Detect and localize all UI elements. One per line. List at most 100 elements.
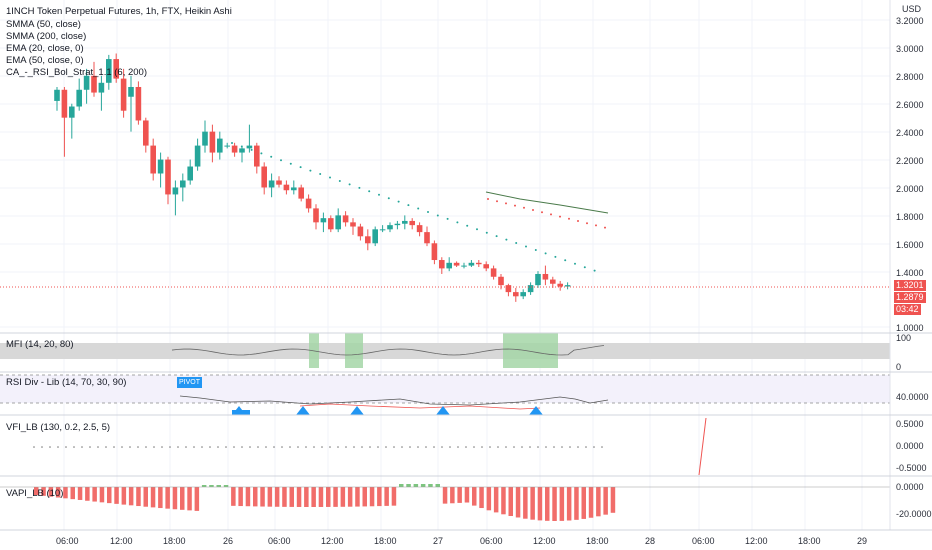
vapi-bar (114, 487, 119, 504)
price-tick: 1.0000 (896, 323, 924, 333)
candle-body (439, 260, 445, 269)
vapi-bar (216, 485, 221, 487)
vfi-dot (105, 446, 107, 448)
vfi-dot (369, 446, 371, 448)
vfi-dot (577, 446, 579, 448)
smma-dot (532, 209, 534, 211)
vapi-bar (107, 487, 112, 504)
rsi-legend[interactable]: RSI Div - Lib (14, 70, 30, 90) (6, 377, 127, 388)
mfi-legend[interactable]: MFI (14, 20, 80) (6, 339, 74, 350)
time-tick: 12:00 (110, 536, 133, 546)
price-pane[interactable] (0, 53, 890, 302)
indicator-legend-rsi-bol-strat[interactable]: CA_-_RSI_Bol_Strat_1.1 (6, 200) (6, 67, 147, 78)
vfi-legend[interactable]: VFI_LB (130, 0.2, 2.5, 5) (6, 422, 111, 433)
vfi-dot (185, 446, 187, 448)
vapi-bar (63, 487, 68, 499)
candle-body (394, 223, 401, 226)
vapi-bar (545, 487, 550, 521)
vfi-dot (321, 446, 323, 448)
vapi-bar (165, 487, 170, 509)
vfi-dot (225, 446, 227, 448)
vfi-dot (73, 446, 75, 448)
price-tick: 1.6000 (896, 240, 924, 250)
candle-body (150, 145, 156, 174)
rsi-pane[interactable] (0, 374, 890, 415)
vfi-dot (89, 446, 91, 448)
mfi-highlight (345, 333, 363, 368)
time-tick: 06:00 (56, 536, 79, 546)
ema-dot (309, 169, 312, 172)
ema-dot (231, 142, 233, 144)
candle-body (313, 208, 319, 223)
rsi-tick: 40.0000 (896, 392, 929, 402)
ema-dot (554, 255, 557, 258)
vapi-bar (355, 487, 360, 507)
mfi-pane[interactable] (0, 333, 890, 368)
vfi-dot (97, 446, 99, 448)
vapi-bar (362, 487, 367, 507)
vapi-legend[interactable]: VAPI_LB (10) (6, 488, 64, 499)
indicator-legend-smma50[interactable]: SMMA (50, close) (6, 19, 81, 30)
candle-body (209, 131, 216, 153)
vapi-bar (347, 487, 353, 507)
candle-body (402, 220, 408, 224)
vapi-bar (530, 487, 535, 520)
vapi-tick: -20.0000 (896, 509, 932, 519)
price-tick: 2.8000 (896, 72, 924, 82)
time-tick: 29 (857, 536, 868, 546)
time-tick: 06:00 (268, 536, 291, 546)
vapi-bar (180, 487, 185, 510)
vfi-dot (441, 446, 443, 448)
time-tick: 18:00 (586, 536, 609, 546)
vfi-dot (433, 446, 435, 448)
vfi-pane[interactable] (33, 417, 707, 476)
vfi-dot (401, 446, 403, 448)
vapi-bar (450, 487, 455, 504)
vfi-dot (289, 446, 291, 448)
ema-dot (407, 204, 410, 207)
smma-line (485, 191, 609, 214)
candle-body (483, 264, 489, 269)
time-tick: 28 (645, 536, 656, 546)
vfi-dot (65, 446, 67, 448)
indicator-legend-ema50[interactable]: EMA (50, close, 0) (6, 55, 84, 66)
vapi-bar (99, 487, 105, 503)
vapi-pane[interactable] (0, 484, 890, 521)
candle-body (83, 75, 90, 90)
vfi-dot (561, 446, 563, 448)
candle-body (468, 262, 475, 266)
vfi-tick: 0.5000 (896, 419, 924, 429)
candle-body (143, 120, 149, 146)
vfi-dot (473, 446, 475, 448)
vfi-dot (505, 446, 507, 448)
ema-dot (280, 159, 282, 162)
indicator-legend-smma200[interactable]: SMMA (200, close) (6, 31, 87, 42)
vfi-dot (537, 446, 539, 448)
candle-body (120, 78, 127, 111)
vapi-bar (282, 487, 287, 507)
vfi-dot (121, 446, 123, 448)
smma-dot (514, 204, 516, 207)
vapi-bar (253, 487, 258, 507)
mfi-line (171, 345, 605, 356)
vapi-bar (333, 487, 338, 507)
ema-dot (495, 235, 498, 238)
candle-body (342, 215, 349, 223)
vapi-bar (77, 487, 83, 500)
vfi-dot (385, 446, 387, 448)
vfi-dot (585, 446, 587, 448)
vfi-dot (393, 446, 395, 448)
ema-dot (456, 221, 459, 224)
pivot-marker (296, 406, 310, 415)
currency-label[interactable]: USD (902, 4, 922, 14)
candle-body (202, 131, 208, 146)
vfi-dot (81, 446, 83, 448)
price-tick: 2.4000 (896, 128, 924, 138)
candle-body (91, 75, 97, 93)
vfi-dot (601, 446, 603, 448)
vapi-bar (479, 487, 484, 509)
indicator-legend-ema20[interactable]: EMA (20, close, 0) (6, 43, 84, 54)
candle-body (372, 229, 378, 244)
smma-dot (577, 220, 579, 222)
